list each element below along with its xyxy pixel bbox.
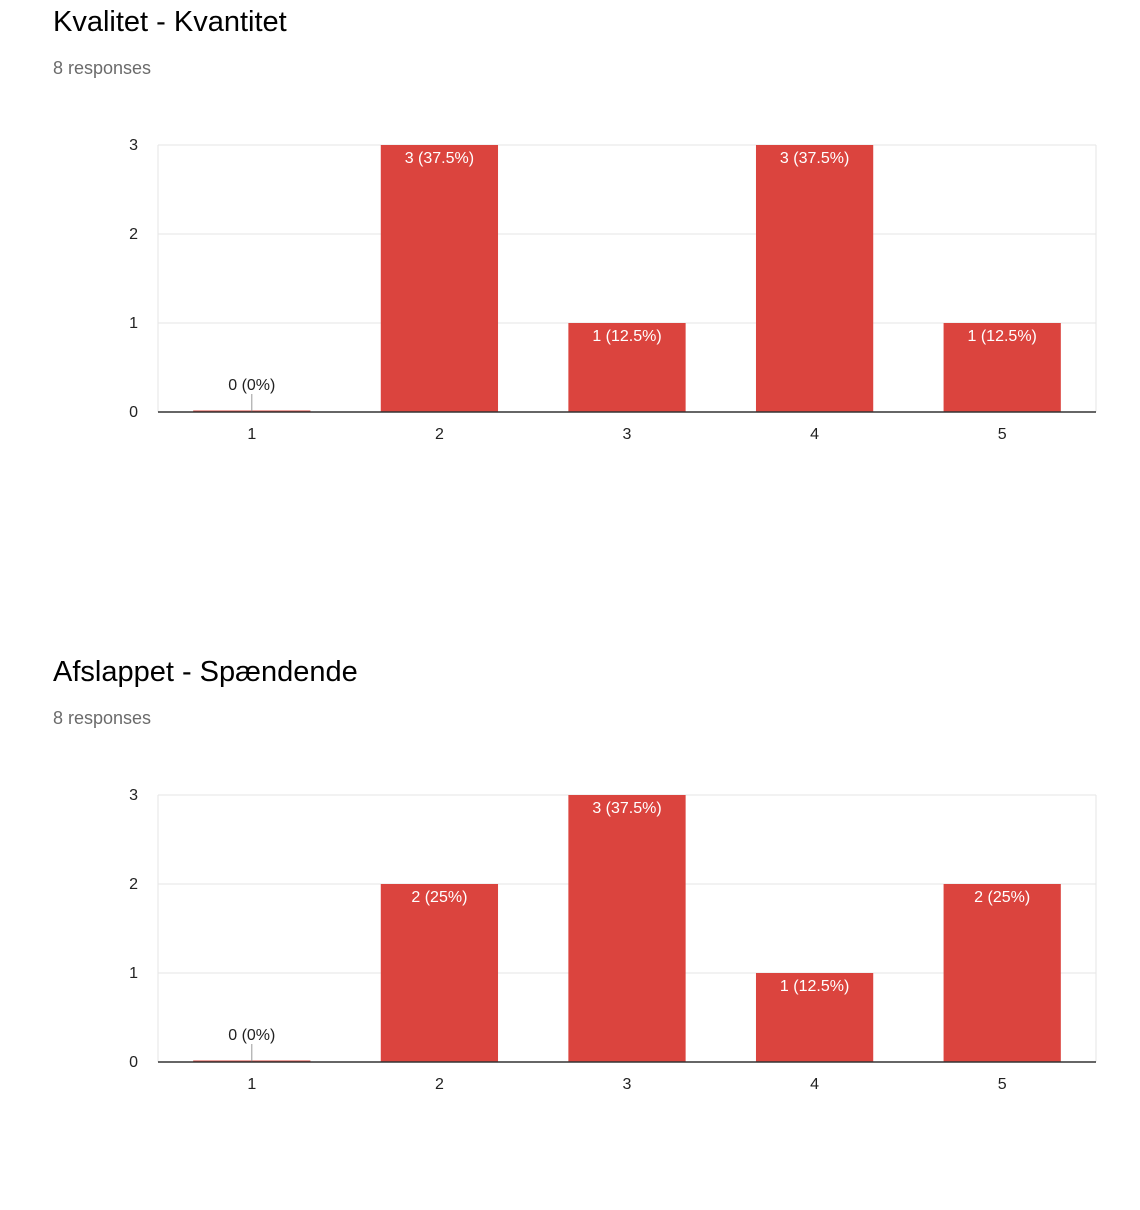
response-count: 8 responses: [53, 58, 152, 78]
data-label: 3 (37.5%): [592, 800, 661, 817]
x-tick-label: 1: [247, 426, 256, 443]
bar: [755, 973, 874, 1062]
data-label: 1 (12.5%): [968, 328, 1037, 345]
bar: [755, 145, 874, 412]
y-tick-label: 2: [129, 876, 138, 893]
y-tick-label: 0: [129, 1054, 138, 1071]
x-tick-label: 3: [623, 1076, 632, 1093]
x-tick-label: 2: [435, 426, 444, 443]
bar: [380, 145, 499, 412]
bar: [568, 795, 686, 1062]
data-label: 2 (25%): [974, 889, 1030, 906]
question-card-2: Afslappet - Spændende 8 responses 0 1 2 3 0 …: [0, 650, 1140, 1210]
y-tick-label: 1: [129, 965, 138, 982]
x-tick-label: 4: [810, 1076, 819, 1093]
x-tick-label: 1: [247, 1076, 256, 1093]
data-label: 3 (37.5%): [780, 150, 849, 167]
question-card-1: Kvalitet - Kvantitet 8 responses 0 1 2 3 0 (…: [0, 0, 1140, 560]
bar: [568, 323, 686, 412]
bar: [943, 323, 1061, 412]
y-tick-label: 1: [129, 315, 138, 332]
data-label: 1 (12.5%): [592, 328, 661, 345]
question-title: Afslappet - Spændende: [53, 656, 358, 688]
x-tick-label: 5: [998, 1076, 1007, 1093]
response-count: 8 responses: [53, 708, 152, 728]
y-tick-label: 2: [129, 226, 138, 243]
data-label: 2 (25%): [411, 889, 467, 906]
bar-chart: 0 1 2 3 0 (0%) 1 3 (37.5%) 2 1 (12.5%) 3 3 (37.5%)…: [129, 137, 1097, 443]
question-title: Kvalitet - Kvantitet: [53, 6, 287, 38]
y-tick-label: 3: [129, 787, 138, 804]
x-tick-label: 2: [435, 1076, 444, 1093]
bar: [380, 884, 499, 1062]
x-tick-label: 4: [810, 426, 819, 443]
x-tick-label: 3: [623, 426, 632, 443]
x-tick-label: 5: [998, 426, 1007, 443]
data-label: 3 (37.5%): [405, 150, 474, 167]
bar-chart: 0 1 2 3 0 (0%) 1 2 (25%) 2 3 (37.5%) 3 1 (12.5%) 4 2…: [129, 787, 1097, 1093]
y-tick-label: 3: [129, 137, 138, 154]
data-label: 0 (0%): [228, 377, 275, 394]
bar: [943, 884, 1061, 1062]
y-tick-label: 0: [129, 404, 138, 421]
data-label: 1 (12.5%): [780, 978, 849, 995]
data-label: 0 (0%): [228, 1027, 275, 1044]
